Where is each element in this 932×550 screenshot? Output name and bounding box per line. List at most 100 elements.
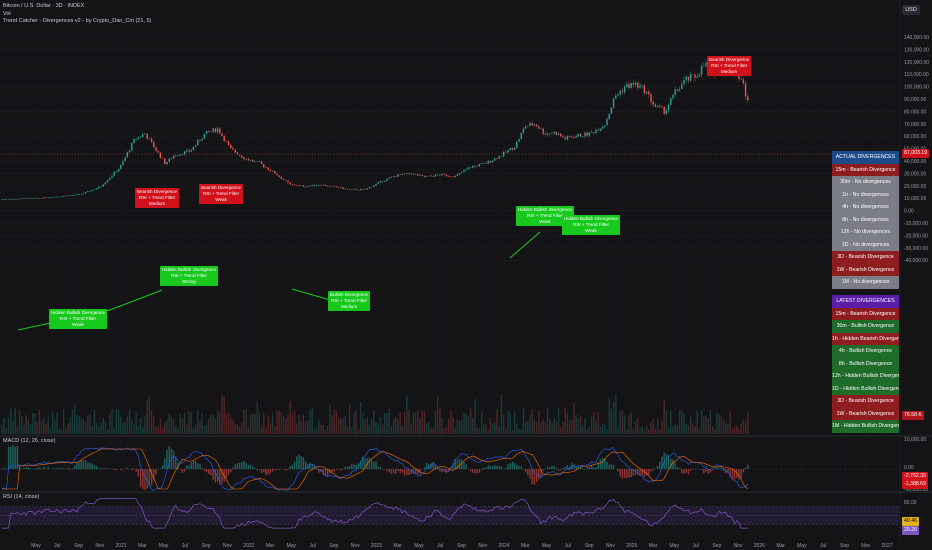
volume-bar: [232, 419, 234, 434]
latest-row: 12h - Hidden Bullish Divergence: [832, 370, 899, 383]
volume-bar: [562, 421, 564, 434]
macd-histogram-bar: [747, 464, 749, 470]
volume-bar: [654, 428, 657, 434]
candle-body: [656, 105, 659, 107]
time-tick: Jul: [437, 543, 443, 549]
macd-histogram-bar: [551, 465, 553, 470]
candle-body: [571, 137, 573, 138]
volume-bar: [190, 412, 192, 434]
candle-body: [643, 85, 646, 94]
volume-bar: [731, 428, 734, 434]
volume-bar: [615, 394, 617, 434]
volume-bar: [659, 429, 661, 434]
candle-body: [494, 158, 496, 161]
volume-bar: [161, 428, 164, 434]
currency-button[interactable]: USD: [902, 5, 920, 15]
volume-bar: [192, 427, 195, 434]
candle-body: [128, 150, 131, 153]
volume-bar: [172, 419, 175, 434]
volume-bar: [496, 408, 498, 434]
candle-body: [703, 65, 705, 67]
candle-body: [148, 138, 151, 140]
macd-histogram-bar: [278, 469, 280, 471]
divergence-label-3[interactable]: Bearish Divergence RSI + Trend Filter Weak: [199, 184, 244, 204]
candle-body: [406, 172, 408, 174]
divergence-label-8[interactable]: Bearish Divergence RSI + Trend Filter Medi…: [707, 56, 752, 76]
divergence-label-2[interactable]: Bearish Divergence RSI + Trend Filter Medi…: [135, 188, 180, 208]
candle-body: [221, 133, 223, 136]
macd-histogram-bar: [344, 466, 346, 470]
volume-bar: [401, 425, 404, 434]
volume-bar: [736, 425, 738, 434]
divergence-label-5[interactable]: Bullish Divergence RSI + Trend Filter Medi…: [328, 291, 371, 311]
divergence-label-7[interactable]: Hidden Bullish Divergence RSI + Trend Fil…: [562, 215, 620, 235]
candle-body: [410, 173, 412, 175]
volume-bar: [485, 423, 487, 434]
time-tick: Sep: [329, 543, 338, 549]
macd-histogram-bar: [553, 465, 555, 470]
candle-body: [296, 185, 298, 186]
candle-body: [10, 199, 12, 200]
volume-bar: [355, 410, 357, 434]
volume-bar: [370, 418, 373, 434]
divergence-label-6[interactable]: Hidden Bullish Divergence RSI + Trend Fil…: [516, 206, 574, 226]
macd-histogram-bar: [659, 461, 661, 470]
volume-bar: [58, 428, 60, 434]
divergence-label-1[interactable]: Hidden Bullish Divergence RSI + Trend Fil…: [49, 309, 107, 329]
macd-histogram-bar: [43, 466, 45, 470]
macd-histogram-bar: [718, 467, 720, 470]
macd-histogram-bar: [287, 469, 289, 471]
candle-body: [604, 125, 606, 127]
macd-histogram-bar: [456, 460, 459, 470]
actual-row: 30m - No divergences: [832, 176, 899, 189]
candle-body: [450, 176, 452, 177]
volume-bar: [722, 420, 725, 434]
volume-bar: [661, 420, 663, 434]
candle-body: [109, 177, 111, 181]
macd-histogram-bar: [247, 464, 250, 470]
candle-body: [623, 86, 626, 92]
signal-line: [2, 448, 748, 490]
candle-body: [181, 154, 184, 155]
candle-body: [652, 101, 654, 105]
macd-histogram-bar: [434, 464, 437, 470]
rsi-legend[interactable]: RSI (14, close): [3, 494, 40, 500]
macd-histogram-bar: [3, 467, 5, 470]
macd-histogram-bar: [469, 469, 472, 471]
volume-badge: 76.58 K: [902, 411, 924, 420]
candle-body: [698, 74, 701, 77]
volume-bar: [423, 411, 426, 434]
volume-bar: [381, 424, 384, 434]
volume-bar: [144, 416, 146, 434]
divergence-label-4[interactable]: Hidden Bullish Divergence RSI + Trend Fil…: [160, 266, 218, 286]
indicator-legend[interactable]: Trend Catcher - Divergences v2 - by Cryp…: [3, 18, 152, 24]
candle-body: [172, 156, 175, 159]
candle-body: [498, 156, 500, 159]
candle-body: [280, 176, 283, 179]
volume-bar: [522, 407, 525, 434]
candle-body: [452, 176, 454, 178]
candle-body: [392, 176, 395, 177]
macd-histogram-bar: [454, 459, 456, 470]
candle-body: [47, 197, 49, 199]
candle-body: [533, 124, 536, 126]
candle-body: [582, 136, 584, 138]
divergence-line: [291, 288, 331, 301]
macd-legend[interactable]: MACD (12, 26, close): [3, 438, 56, 444]
macd-histogram-bar: [395, 469, 397, 474]
macd-histogram-bar: [549, 466, 551, 470]
candle-body: [621, 90, 624, 92]
macd-histogram-bar: [34, 468, 36, 470]
volume-bar: [463, 412, 465, 434]
macd-histogram-bar: [423, 467, 426, 470]
volume-legend[interactable]: Vol: [3, 11, 11, 17]
macd-histogram-bar: [700, 469, 703, 471]
candle-body: [227, 141, 230, 146]
macd-histogram-bar: [582, 468, 584, 470]
candle-body: [403, 173, 406, 175]
macd-histogram-bar: [62, 467, 65, 470]
volume-bar: [639, 428, 641, 434]
time-tick: Mar: [138, 543, 147, 549]
volume-bar: [513, 410, 516, 434]
